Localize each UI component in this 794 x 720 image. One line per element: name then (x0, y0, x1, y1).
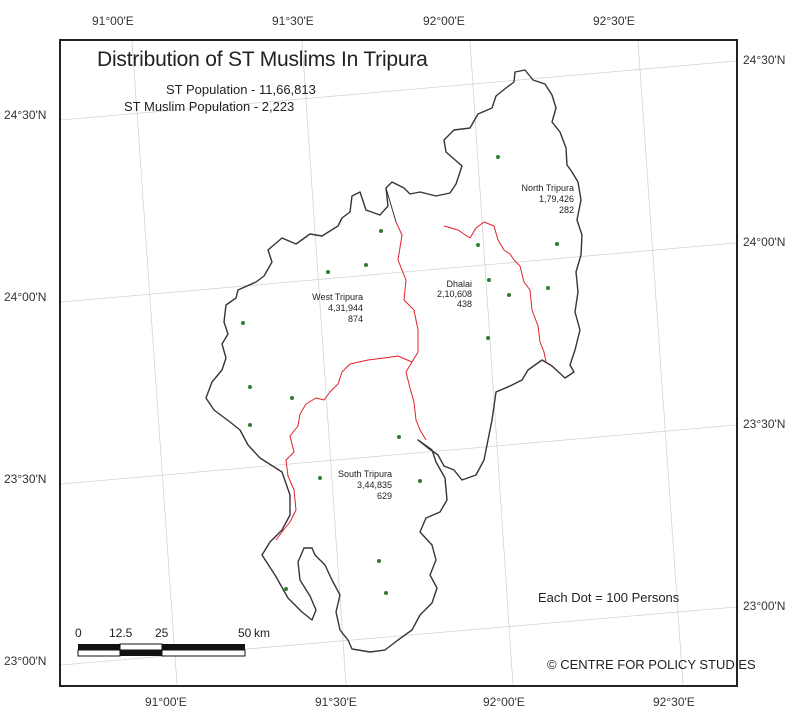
graticule-lines (61, 41, 736, 685)
graticule-line (637, 41, 684, 685)
district-population: 4,31,944 (328, 303, 363, 313)
scale-label: 12.5 (109, 626, 133, 640)
population-dot (476, 243, 480, 247)
scale-label: 0 (75, 626, 82, 640)
district-boundary (443, 221, 547, 363)
district-name: North Tripura (521, 183, 574, 193)
district-boundary (395, 221, 427, 441)
dot-layer (241, 155, 559, 595)
population-dot (546, 286, 550, 290)
scale-bar (77, 643, 246, 657)
population-dot (284, 587, 288, 591)
scale-segment (77, 649, 121, 657)
tripura-map[interactable]: North Tripura 1,79,426 282 Dhalai 2,10,6… (61, 41, 736, 685)
population-dot (487, 278, 491, 282)
scale-segment (161, 649, 246, 657)
district-name: Dhalai (446, 279, 472, 289)
population-dot (241, 321, 245, 325)
lat-label-right: 24°00'N (743, 235, 786, 249)
lon-label-bottom: 91°00'E (145, 695, 187, 709)
population-dot (364, 263, 368, 267)
district-population: 1,79,426 (539, 194, 574, 204)
district-population: 3,44,835 (357, 480, 392, 490)
graticule-line (131, 41, 178, 685)
population-dot (290, 396, 294, 400)
population-dot (248, 423, 252, 427)
st-muslim-population-text: ST Muslim Population - 2,223 (124, 99, 295, 114)
scale-segment (120, 650, 162, 656)
population-dot (384, 591, 388, 595)
population-dot (486, 336, 490, 340)
graticule-line (61, 242, 736, 303)
population-dot (496, 155, 500, 159)
district-population: 2,10,608 (437, 289, 472, 299)
lon-label-top: 91°30'E (272, 14, 314, 28)
district-st-muslims: 874 (348, 314, 363, 324)
district-name: South Tripura (338, 469, 392, 479)
credit-text: © CENTRE FOR POLICY STUDIES (547, 657, 756, 672)
lat-label-left: 23°30'N (4, 472, 47, 486)
lon-label-bottom: 92°30'E (653, 695, 695, 709)
dot-legend-note: Each Dot = 100 Persons (538, 590, 680, 605)
state-boundary (205, 69, 583, 653)
lon-label-top: 92°30'E (593, 14, 635, 28)
population-dot (397, 435, 401, 439)
district-boundary (385, 187, 397, 223)
lat-label-right: 24°30'N (743, 53, 786, 67)
graticule-line (61, 424, 736, 485)
lat-label-right: 23°30'N (743, 417, 786, 431)
district-st-muslims: 282 (559, 205, 574, 215)
map-title: Distribution of ST Muslims In Tripura (97, 48, 428, 71)
scale-unit: km (254, 626, 270, 640)
district-label-dhalai: Dhalai 2,10,608 438 (437, 279, 472, 309)
lon-label-top: 91°00'E (92, 14, 134, 28)
population-dot (326, 270, 330, 274)
population-dot (248, 385, 252, 389)
district-st-muslims: 629 (377, 491, 392, 501)
graticule-line (469, 41, 514, 685)
lat-label-left: 24°00'N (4, 290, 47, 304)
scale-segment (119, 643, 163, 651)
district-label-south-tripura: South Tripura 3,44,835 629 (338, 469, 392, 501)
lat-label-right: 23°00'N (743, 599, 786, 613)
district-boundary (275, 355, 413, 541)
scale-segment (78, 644, 120, 650)
st-population-text: ST Population - 11,66,813 (166, 82, 316, 97)
population-dot (555, 242, 559, 246)
district-boundaries (275, 221, 547, 541)
population-dot (318, 476, 322, 480)
population-dot (507, 293, 511, 297)
population-dot (418, 479, 422, 483)
scale-label: 25 (155, 626, 169, 640)
graticule-line (61, 60, 736, 121)
map-frame (59, 39, 738, 687)
scale-segment (162, 644, 245, 650)
scale-label: 50 (238, 626, 252, 640)
district-name: West Tripura (312, 292, 363, 302)
district-label-west-tripura: West Tripura 4,31,944 874 (312, 292, 363, 324)
district-st-muslims: 438 (457, 299, 472, 309)
population-dot (377, 559, 381, 563)
lon-label-bottom: 91°30'E (315, 695, 357, 709)
lat-label-left: 24°30'N (4, 108, 47, 122)
lon-label-top: 92°00'E (423, 14, 465, 28)
district-label-north-tripura: North Tripura 1,79,426 282 (521, 183, 574, 215)
population-dot (379, 229, 383, 233)
lon-label-bottom: 92°00'E (483, 695, 525, 709)
graticule-line (301, 41, 347, 685)
lat-label-left: 23°00'N (4, 654, 47, 668)
